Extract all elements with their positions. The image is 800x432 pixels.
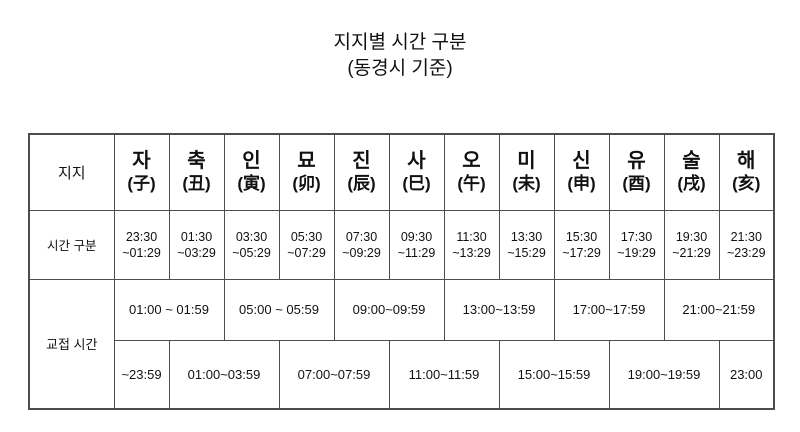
junction-time-cell: 15:00~15:59 (498, 339, 610, 410)
time-division-cell: 17:30 ~19:29 (608, 209, 665, 280)
branch-kr: 오 (462, 150, 481, 173)
branch-header-cell: 미 (未) (498, 133, 555, 211)
table-row-junction-1: 교접 시간 01:00 ~ 01:59 05:00 ~ 05:59 09:00~… (28, 278, 775, 410)
branch-hanja: (子) (127, 174, 156, 194)
table-row-time-division: 시간 구분 23:30 ~01:29 01:30 ~03:29 03:30 ~0… (28, 209, 775, 280)
branch-header-cell: 축 (丑) (168, 133, 225, 211)
time-division-cell: 13:30 ~15:29 (498, 209, 555, 280)
time-division-cell: 01:30 ~03:29 (168, 209, 225, 280)
branch-hanja: (午) (457, 174, 486, 194)
branch-hanja: (巳) (402, 174, 431, 194)
junction-time-cell: 13:00~13:59 (443, 278, 555, 341)
branch-kr: 인 (242, 150, 261, 173)
branch-kr: 사 (407, 150, 426, 173)
branch-hanja: (酉) (622, 174, 651, 194)
branch-kr: 묘 (297, 150, 316, 173)
branch-kr: 진 (352, 150, 371, 173)
time-division-cell: 05:30 ~07:29 (278, 209, 335, 280)
time-division-cell: 21:30 ~23:29 (718, 209, 775, 280)
branch-hanja: (申) (567, 174, 596, 194)
branch-header-cell: 유 (酉) (608, 133, 665, 211)
row-label-junction-time: 교접 시간 (28, 278, 115, 410)
branch-kr: 해 (737, 150, 756, 173)
branch-kr: 축 (187, 150, 206, 173)
branch-header-cell: 인 (寅) (223, 133, 280, 211)
time-division-cell: 15:30 ~17:29 (553, 209, 610, 280)
branch-header-cell: 신 (申) (553, 133, 610, 211)
junction-time-cell: 01:00 ~ 01:59 (113, 278, 225, 341)
junction-time-cell: 09:00~09:59 (333, 278, 445, 341)
branch-hanja: (辰) (347, 174, 376, 194)
junction-time-cell: 07:00~07:59 (278, 339, 390, 410)
branch-hanja: (未) (512, 174, 541, 194)
branch-hanja: (戌) (677, 174, 706, 194)
branch-hanja: (丑) (182, 174, 211, 194)
branch-header-cell: 사 (巳) (388, 133, 445, 211)
branch-hanja: (亥) (732, 174, 761, 194)
time-division-cell: 23:30 ~01:29 (113, 209, 170, 280)
branch-header-cell: 해 (亥) (718, 133, 775, 211)
time-division-cell: 07:30 ~09:29 (333, 209, 390, 280)
branch-header-cell: 자 (子) (113, 133, 170, 211)
time-division-cell: 09:30 ~11:29 (388, 209, 445, 280)
branch-kr: 미 (517, 150, 536, 173)
time-division-cell: 11:30 ~13:29 (443, 209, 500, 280)
time-division-cell: 19:30 ~21:29 (663, 209, 720, 280)
row-label-branch: 지지 (28, 133, 115, 211)
row-label-time-division: 시간 구분 (28, 209, 115, 280)
title-line1: 지지별 시간 구분 (333, 32, 467, 53)
junction-time-cell: 19:00~19:59 (608, 339, 720, 410)
title-line2: (동경시 기준) (347, 58, 453, 79)
branch-kr: 신 (572, 150, 591, 173)
junction-time-cell: 05:00 ~ 05:59 (223, 278, 335, 341)
junction-time-cell: 01:00~03:59 (168, 339, 280, 410)
branch-kr: 유 (627, 150, 646, 173)
branch-kr: 자 (132, 150, 151, 173)
junction-time-cell: ~23:59 (113, 339, 170, 410)
page-title: 지지별 시간 구분 (동경시 기준) (0, 30, 800, 82)
branch-time-table: 지지 자 (子) 축 (丑) 인 (寅) 묘 (卯) 진 (辰) 사 (28, 133, 775, 410)
junction-time-cell: 21:00~21:59 (663, 278, 775, 341)
branch-header-cell: 오 (午) (443, 133, 500, 211)
junction-time-cell: 17:00~17:59 (553, 278, 665, 341)
branch-header-cell: 묘 (卯) (278, 133, 335, 211)
branch-header-cell: 진 (辰) (333, 133, 390, 211)
junction-time-cell: 23:00 (718, 339, 775, 410)
branch-hanja: (卯) (292, 174, 321, 194)
branch-hanja: (寅) (237, 174, 266, 194)
table-row-junction-2: ~23:59 01:00~03:59 07:00~07:59 11:00~11:… (29, 339, 775, 410)
time-division-cell: 03:30 ~05:29 (223, 209, 280, 280)
junction-time-cell: 11:00~11:59 (388, 339, 500, 410)
branch-header-cell: 술 (戌) (663, 133, 720, 211)
table-row-branches: 지지 자 (子) 축 (丑) 인 (寅) 묘 (卯) 진 (辰) 사 (28, 133, 775, 211)
branch-kr: 술 (682, 150, 701, 173)
